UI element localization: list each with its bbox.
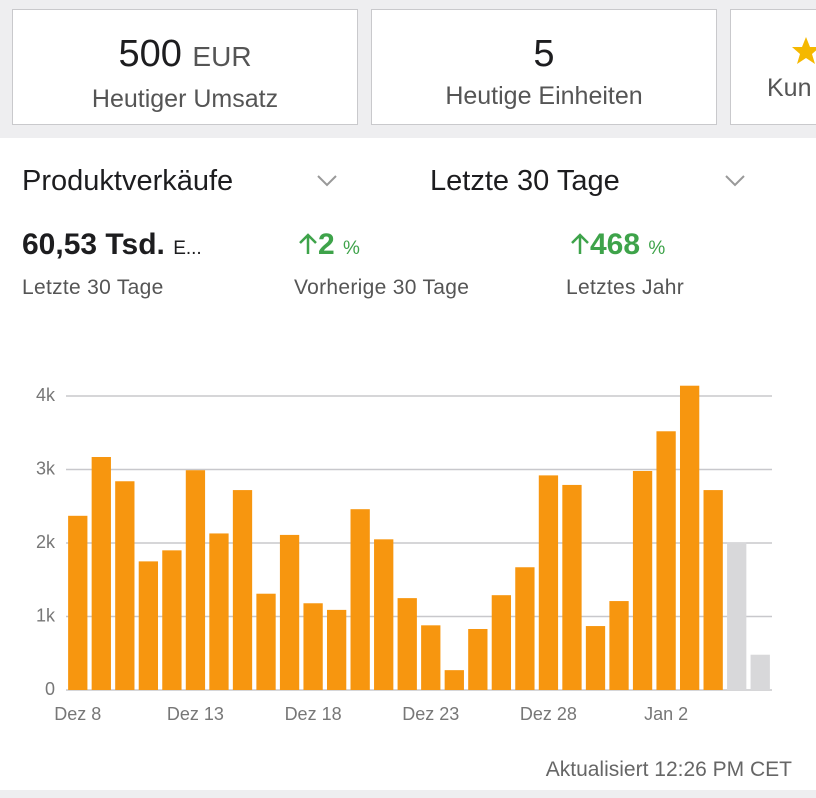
y-tick-label: 1k xyxy=(36,605,56,625)
x-tick-label: Jan 2 xyxy=(644,704,688,724)
bar xyxy=(350,509,370,690)
bar xyxy=(374,539,394,690)
x-tick-label: Dez 18 xyxy=(285,704,342,724)
bar xyxy=(256,593,276,690)
bar xyxy=(444,670,464,690)
bar xyxy=(632,470,653,690)
total-value: 60,53 Tsd. E... xyxy=(22,228,202,262)
change-number: 2 xyxy=(318,228,335,261)
star-icon xyxy=(792,37,816,64)
bar xyxy=(91,457,111,690)
y-tick-label: 2k xyxy=(36,532,56,552)
bar xyxy=(209,533,229,690)
bar xyxy=(115,481,135,690)
previous-label: Vorherige 30 Tage xyxy=(294,276,470,299)
up-arrow xyxy=(571,233,589,254)
change-unit: % xyxy=(343,238,360,259)
chevron[interactable] xyxy=(724,174,746,188)
card-label: Kun xyxy=(767,74,812,102)
y-tick-label: 3k xyxy=(36,458,56,478)
x-tick-label: Dez 23 xyxy=(402,704,459,724)
bar xyxy=(679,385,700,690)
bar xyxy=(609,601,629,690)
bar xyxy=(326,609,347,690)
bar xyxy=(515,567,535,690)
bar xyxy=(750,654,770,690)
x-tick-label: Dez 13 xyxy=(167,704,224,724)
period-selector[interactable]: Letzte 30 Tage xyxy=(430,165,620,197)
total-unit: E... xyxy=(173,238,202,259)
bar xyxy=(727,542,747,690)
footer: Aktualisiert 12:26 PM CET xyxy=(545,758,792,781)
summary-bar: 500 EUR Heutiger Umsatz 5 Heutige Einhei… xyxy=(0,0,816,138)
x-tick-label: Dez 8 xyxy=(54,704,101,724)
bar xyxy=(162,550,182,690)
total-label: Letzte 30 Tage xyxy=(22,276,164,299)
bar xyxy=(538,475,559,690)
chevron[interactable] xyxy=(316,174,338,188)
y-tick-label: 4k xyxy=(36,385,56,405)
bottom-divider xyxy=(0,790,816,798)
card-unit: EUR xyxy=(192,41,252,72)
bar xyxy=(138,561,159,690)
change-number: 468 xyxy=(590,228,641,261)
y-tick-label: 0 xyxy=(45,679,55,699)
card[interactable]: 5 Heutige Einheiten xyxy=(371,9,717,125)
x-tick-label: Dez 28 xyxy=(520,704,577,724)
up-arrow xyxy=(299,233,317,254)
previous-change: 2 % xyxy=(298,228,360,262)
bar xyxy=(303,603,323,690)
card[interactable]: 500 EUR Heutiger Umsatz xyxy=(12,9,358,125)
bar xyxy=(185,470,206,690)
year-change: 468 % xyxy=(570,228,665,262)
bar xyxy=(656,431,676,690)
bar xyxy=(703,490,723,690)
bar xyxy=(491,595,512,690)
card-value: 5 xyxy=(533,33,555,75)
bar xyxy=(585,626,606,690)
bar xyxy=(562,484,582,690)
year-label: Letztes Jahr xyxy=(566,276,684,299)
card-label: Heutiger Umsatz xyxy=(91,85,279,113)
bar xyxy=(468,628,488,690)
bar xyxy=(68,515,88,690)
bar xyxy=(279,534,300,690)
bar xyxy=(232,490,253,690)
change-unit: % xyxy=(648,238,666,259)
card-value: 500 xyxy=(118,33,182,75)
metric-selector[interactable]: Produktverkäufe xyxy=(22,165,234,197)
chart: 0 1k 2k 3k 4k Dez 8 Dez 13 Dez 18 Dez 23 Dez 28 Ja… xyxy=(36,385,772,724)
card[interactable]: Kun xyxy=(730,9,816,125)
total-number: 60,53 Tsd. xyxy=(22,228,165,261)
card-label: Heutige Einheiten xyxy=(445,82,643,110)
bar xyxy=(421,625,441,690)
bar xyxy=(397,598,417,690)
